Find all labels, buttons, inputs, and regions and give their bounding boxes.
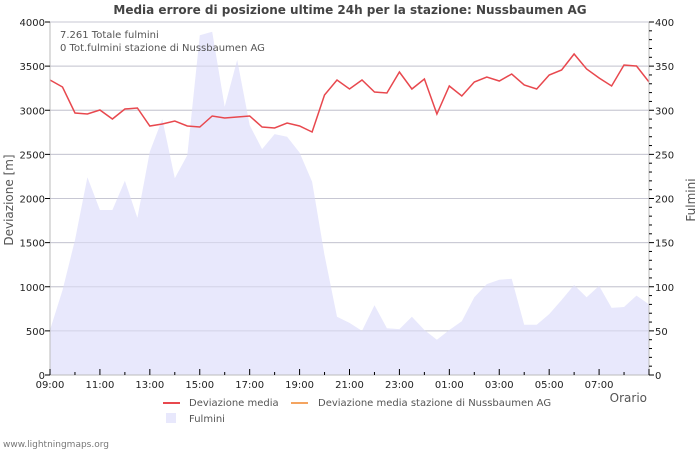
svg-text:01:00: 01:00 (435, 380, 464, 391)
svg-text:3000: 3000 (20, 106, 45, 117)
legend-deviazione-media: Deviazione media (189, 398, 279, 409)
svg-text:03:00: 03:00 (485, 380, 514, 391)
gridlines-overlay (50, 21, 649, 332)
y-axis-label: Deviazione [m] (2, 154, 16, 245)
svg-text:09:00: 09:00 (36, 380, 65, 391)
svg-text:0: 0 (39, 371, 45, 382)
svg-text:100: 100 (655, 283, 674, 294)
left-y-ticks: 0 500 1000 1500 2000 2500 3000 3500 4000 (20, 18, 50, 382)
svg-text:05:00: 05:00 (535, 380, 564, 391)
total-lightning-text: 7.261 Totale fulmini (60, 30, 159, 41)
x-ticks: 09:00 11:00 13:00 15:00 17:00 19:00 21:00 23:00… (36, 369, 650, 391)
svg-text:250: 250 (655, 150, 674, 161)
svg-text:3500: 3500 (20, 62, 45, 73)
svg-text:13:00: 13:00 (135, 380, 164, 391)
legend-fulmini: Fulmini (189, 414, 225, 425)
svg-text:200: 200 (655, 195, 674, 206)
fulmini-area (50, 31, 649, 375)
svg-text:500: 500 (26, 327, 45, 338)
x-axis-label: Orario (610, 391, 647, 405)
svg-text:1000: 1000 (20, 283, 45, 294)
svg-text:400: 400 (655, 18, 674, 29)
chart-title: Media errore di posizione ultime 24h per… (113, 3, 586, 17)
svg-text:350: 350 (655, 62, 674, 73)
svg-text:0: 0 (655, 371, 661, 382)
y-axis-right-label: Fulmini (684, 178, 698, 221)
legend-swatch-fulmini (166, 413, 176, 423)
deviazione-media-line (49, 52, 650, 134)
svg-text:21:00: 21:00 (335, 380, 364, 391)
svg-text:2000: 2000 (20, 195, 45, 206)
svg-text:07:00: 07:00 (585, 380, 614, 391)
svg-text:50: 50 (655, 327, 668, 338)
svg-text:17:00: 17:00 (235, 380, 264, 391)
right-y-ticks: 0 50 100 150 200 250 300 350 400 (649, 18, 674, 382)
svg-text:150: 150 (655, 239, 674, 250)
svg-text:11:00: 11:00 (86, 380, 115, 391)
legend-deviazione-stazione: Deviazione media stazione di Nussbaumen … (318, 398, 551, 409)
svg-text:2500: 2500 (20, 150, 45, 161)
svg-text:23:00: 23:00 (385, 380, 414, 391)
svg-text:19:00: 19:00 (285, 380, 314, 391)
svg-text:300: 300 (655, 106, 674, 117)
svg-text:15:00: 15:00 (185, 380, 214, 391)
svg-text:4000: 4000 (20, 18, 45, 29)
svg-text:1500: 1500 (20, 239, 45, 250)
station-lightning-text: 0 Tot.fulmini stazione di Nussbaumen AG (60, 43, 265, 54)
legend: Deviazione media Deviazione media stazio… (163, 398, 551, 425)
credit-text: www.lightningmaps.org (3, 440, 109, 450)
